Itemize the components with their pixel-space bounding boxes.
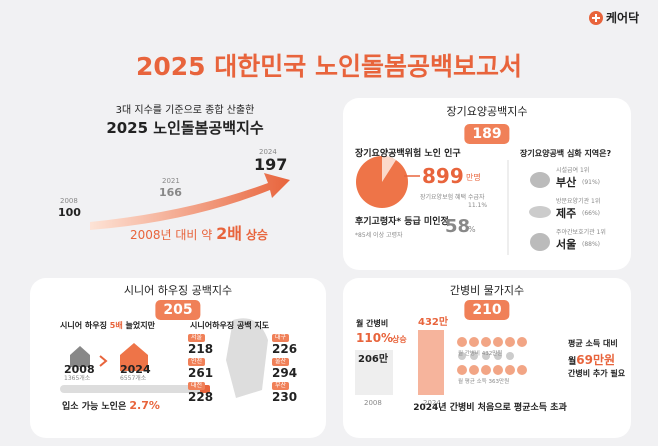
region-name: 서울: [556, 238, 577, 251]
region-name: 인천: [188, 358, 206, 366]
region-name: 서울: [188, 334, 206, 342]
legend-cost: 월 간병비 432만원: [458, 351, 503, 357]
index-badge: 189: [464, 124, 510, 144]
before-count: 1365개소: [64, 375, 91, 382]
gap-suffix: 간병비 추가 필요: [568, 369, 626, 378]
region-value: 261: [188, 366, 214, 380]
unrecognized-label: 후기고령자* 등급 미인정: [355, 217, 449, 227]
headline-suffix: 늘었지만: [125, 321, 155, 330]
main-title: 2025 대한민국 노인돌봄공백보고서: [136, 52, 522, 81]
summary-emphasis: 2배: [216, 224, 243, 243]
index-badge: 210: [464, 300, 510, 320]
summary: 2008년 대비 약 2배 상승: [130, 226, 268, 242]
card-title: 간병비 물가지수: [449, 284, 525, 297]
after-count: 6557개소: [120, 375, 147, 382]
logo: 케어닥: [606, 11, 640, 25]
note-prefix: 입소 가능 노인은: [62, 402, 127, 412]
footnote: *85세 이상 고령자: [355, 232, 403, 239]
headline-emphasis: 5배: [109, 321, 123, 330]
footer: 2024년 간병비 처음으로 평균소득 초과: [413, 403, 567, 413]
unrecognized-unit: %: [468, 225, 476, 234]
card-title: 시니어 하우징 공백지수: [123, 284, 233, 297]
point-value: 166: [159, 186, 182, 199]
region-name: 대구: [272, 334, 290, 342]
region-name: 제주: [556, 207, 577, 220]
point-year: 2021: [162, 177, 180, 185]
region-category: 방문요양기관 1위: [556, 198, 601, 205]
point-value: 100: [58, 206, 81, 219]
cost-label: 월 간병비: [356, 319, 389, 328]
region-category: 시설급여 1위: [556, 167, 590, 174]
before-year: 2008: [64, 363, 95, 376]
headline: 시니어 하우징 5배 늘었지만: [60, 322, 155, 330]
gap-value: 69만원: [576, 353, 616, 367]
map-title: 시니어하우징 공백 지도: [190, 321, 270, 330]
region-category: 주야간보호기관 1위: [556, 229, 606, 236]
region-rate: (66%): [582, 210, 601, 217]
before-year: 2008: [364, 399, 382, 407]
beneficiary-label: 장기요양보험 혜택 수급자: [420, 194, 485, 201]
region-rate: (88%): [582, 241, 601, 248]
point-year: 2008: [60, 197, 78, 205]
point-year: 2024: [259, 148, 277, 156]
region-value: 218: [188, 342, 214, 356]
summary-suffix: 상승: [245, 228, 268, 242]
unrecognized-value: 58: [445, 216, 471, 237]
risk-value: 899: [422, 164, 464, 188]
before-value: 206만: [358, 354, 389, 365]
region-value: 230: [272, 390, 298, 404]
region-name: 대전: [188, 382, 206, 390]
card-title: 장기요양공백지수: [446, 105, 528, 118]
summary-prefix: 2008년 대비 약: [130, 228, 213, 242]
risk-unit: 만명: [466, 173, 481, 182]
increase-suffix: 상승: [392, 335, 407, 344]
legend-income: 월 평균 소득 363만원: [458, 379, 510, 385]
overall-title: 2025 노인돌봄공백지수: [106, 119, 264, 137]
region-name: 울산: [272, 358, 290, 366]
overall-subtitle: 3대 지수를 기준으로 종합 산출한: [115, 105, 255, 116]
gap: 월69만원: [568, 354, 615, 367]
after-year: 2024: [120, 363, 151, 376]
after-year: 2024: [423, 399, 441, 407]
regions-title: 장기요양공백 심화 지역은?: [520, 149, 612, 158]
region-name: 부산: [272, 382, 290, 390]
increase: 110%: [356, 331, 394, 345]
region-value: 228: [188, 390, 214, 404]
note-emphasis: 2.7%: [129, 399, 160, 412]
region-rate: (91%): [582, 179, 601, 186]
note: 입소 가능 노인은 2.7%: [62, 400, 160, 412]
risk-label: 장기요양공백위험 노인 인구: [355, 149, 461, 159]
gap-prefix: 월: [568, 357, 577, 367]
point-value: 197: [254, 155, 288, 174]
beneficiary-value: 11.1%: [468, 202, 488, 209]
index-badge: 205: [155, 300, 201, 320]
headline-prefix: 시니어 하우징: [60, 321, 107, 330]
region-value: 226: [272, 342, 298, 356]
region-name: 부산: [556, 176, 577, 189]
after-value: 432만: [418, 317, 449, 328]
region-value: 294: [272, 366, 298, 380]
gap-label: 평균 소득 대비: [568, 339, 618, 348]
